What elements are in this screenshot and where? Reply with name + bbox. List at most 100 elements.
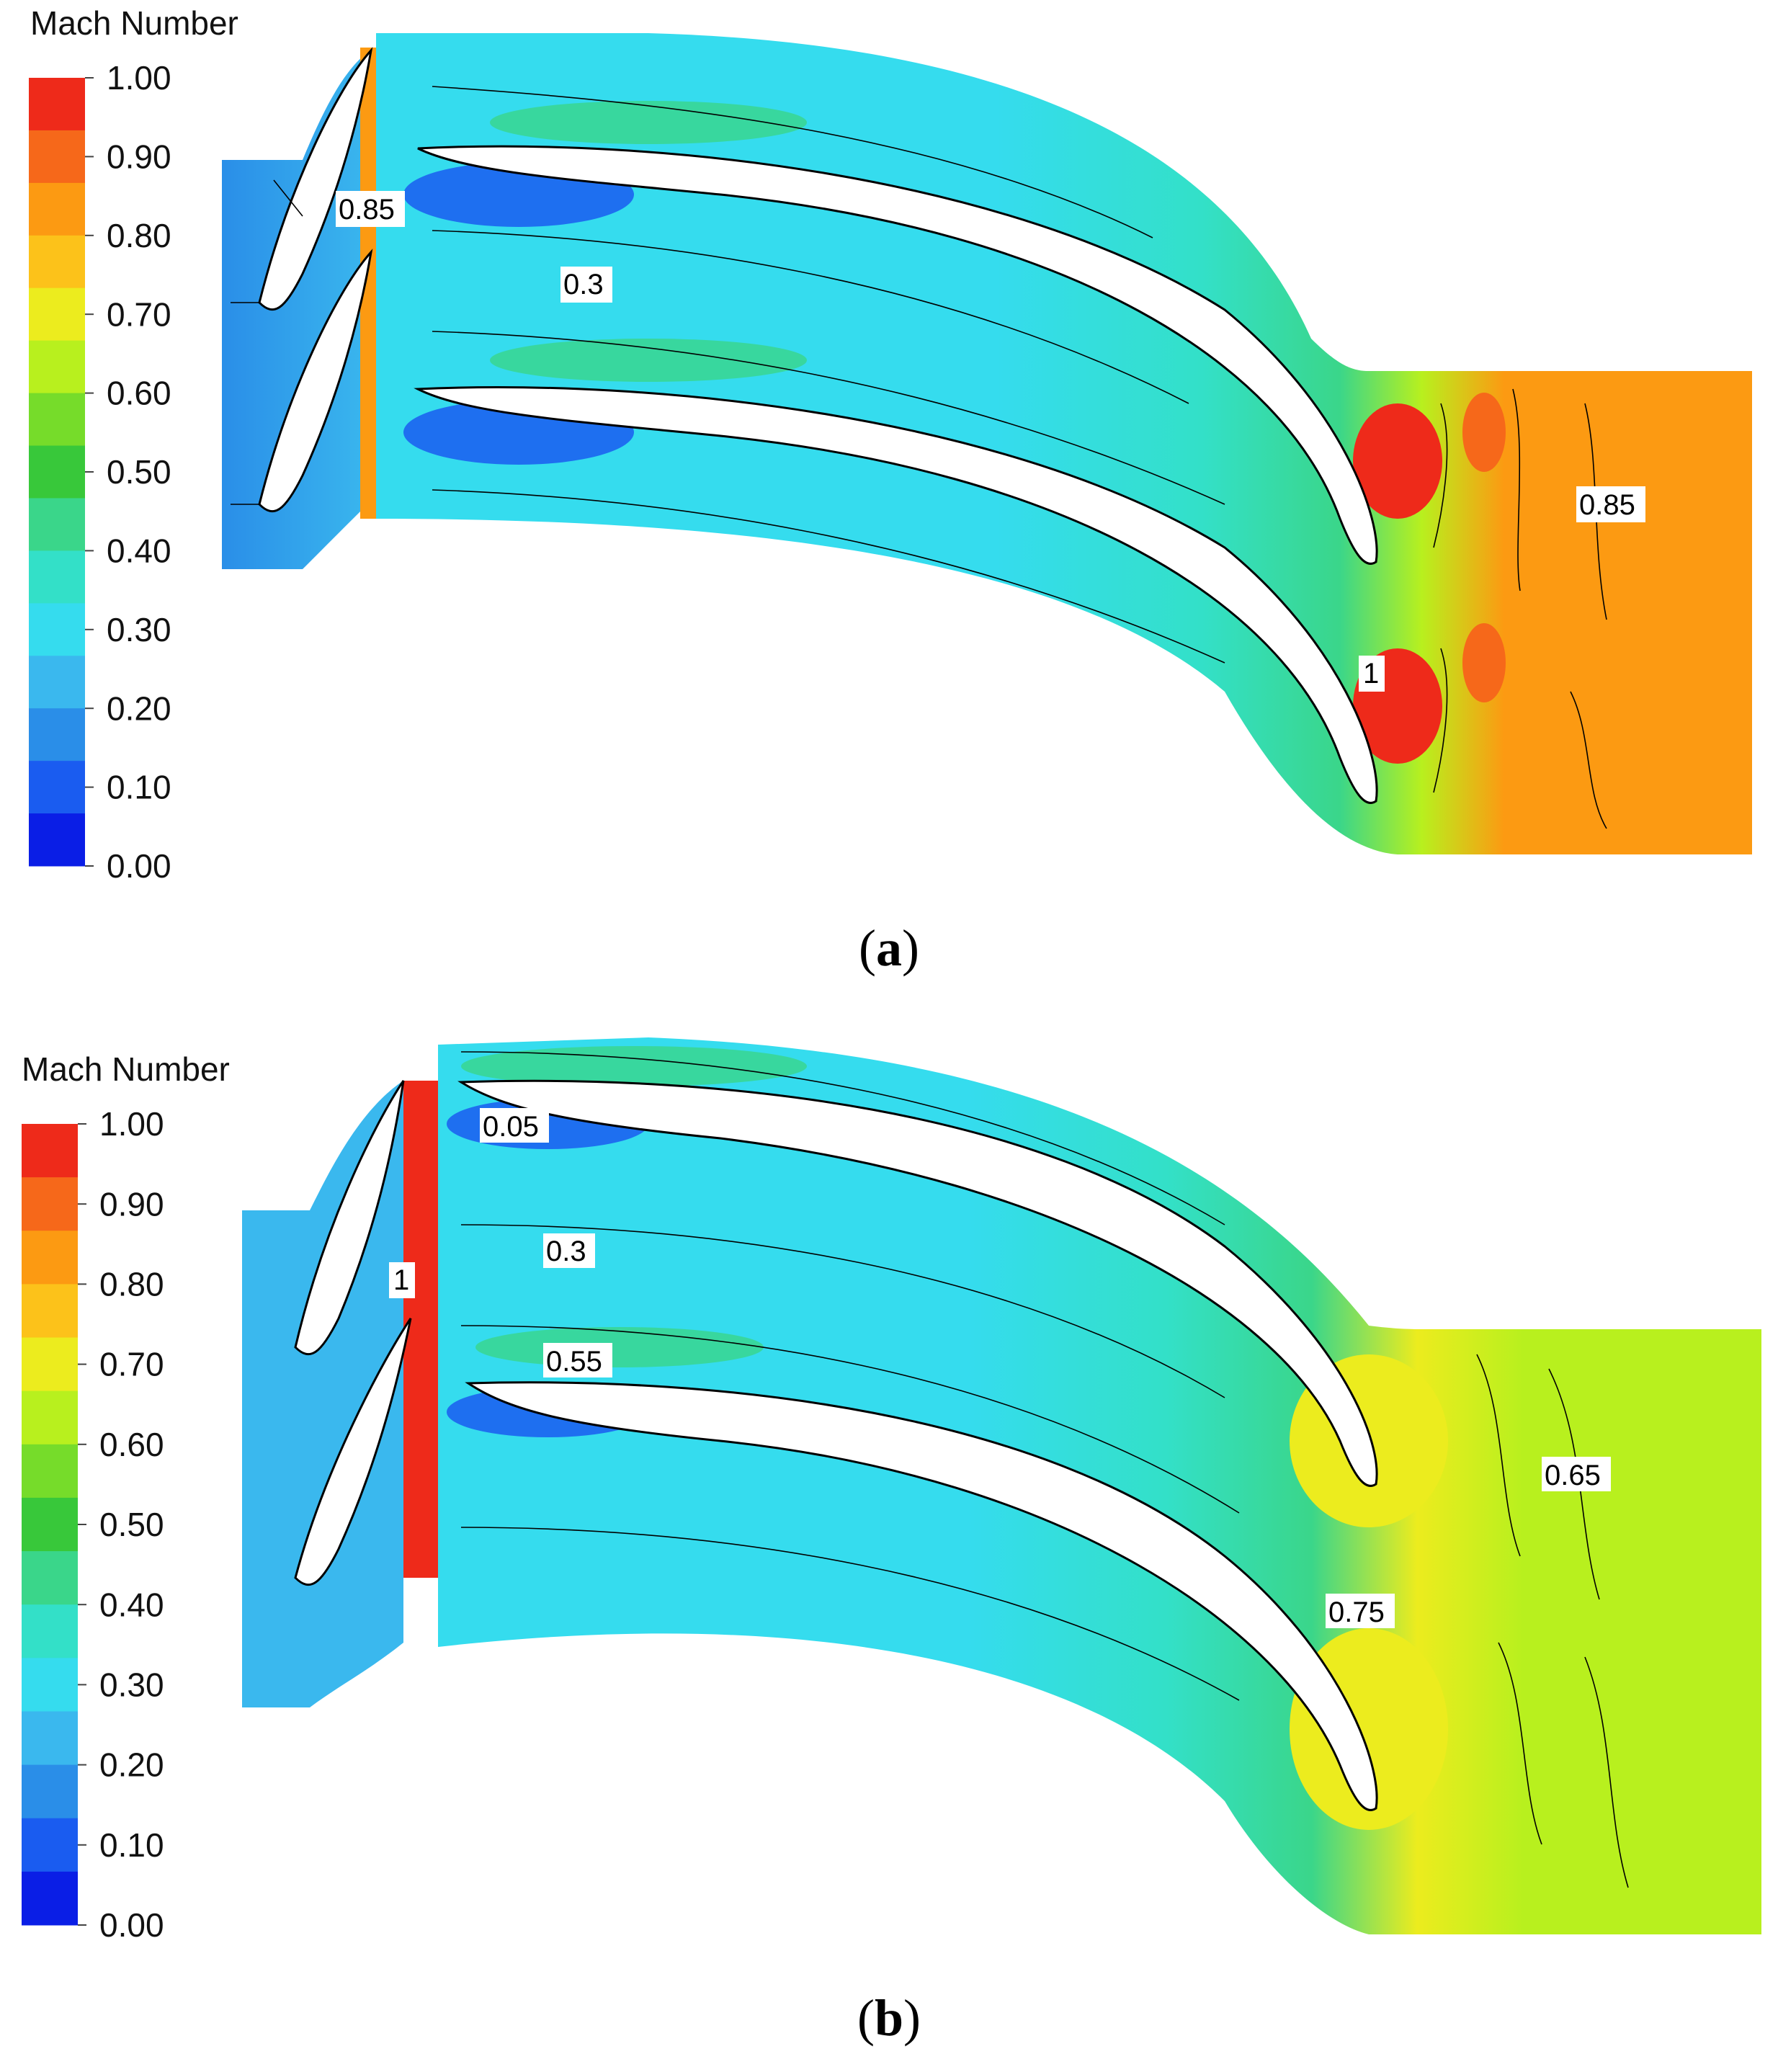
legend-color-swatch <box>29 761 85 814</box>
legend-tick-label: 0.60 <box>107 375 171 412</box>
legend-tick-label: 0.80 <box>99 1266 164 1303</box>
legend-tick-label: 1.00 <box>99 1105 164 1143</box>
legend-tick-label: 0.90 <box>107 138 171 176</box>
legend-tick-label: 0.10 <box>107 769 171 806</box>
orange-region <box>1462 393 1506 472</box>
legend-color-swatch <box>22 1284 78 1339</box>
legend-tick-label: 0.70 <box>107 295 171 333</box>
legend-color-swatch <box>22 1444 78 1499</box>
legend-tick-label: 0.40 <box>99 1586 164 1623</box>
svg-text:0.65: 0.65 <box>1545 1460 1601 1491</box>
legend-color-swatch <box>22 1764 78 1819</box>
legend-color-swatch <box>29 182 85 236</box>
legend-color-swatch <box>22 1604 78 1658</box>
legend-tick-label: 0.70 <box>99 1346 164 1383</box>
contour-lines <box>231 86 1607 829</box>
legend-color-swatch <box>22 1818 78 1872</box>
stator-blade <box>294 1080 405 1355</box>
legend-color-swatch <box>29 708 85 762</box>
svg-text:0.85: 0.85 <box>339 194 395 225</box>
legend-color-swatch <box>29 340 85 394</box>
svg-text:0.55: 0.55 <box>546 1346 602 1377</box>
legend-tick-label: 0.20 <box>99 1746 164 1784</box>
legend-tick-label: 0.30 <box>107 611 171 648</box>
legend-color-swatch <box>29 550 85 604</box>
panel-a: Mach Number 1.00 0.90 0.80 0.70 0.60 0.50 0.40… <box>0 0 1778 1009</box>
contour-label: 0.3 <box>560 267 612 303</box>
contour-label: 0.75 <box>1326 1594 1395 1628</box>
stator-blade <box>294 1318 412 1586</box>
legend-title: Mach Number <box>30 4 238 42</box>
caption-a: (a) <box>859 919 919 977</box>
contour-label: 0.55 <box>543 1343 612 1377</box>
legend-color-swatch <box>29 287 85 341</box>
rotor-blade <box>465 1381 1378 1811</box>
legend-tick-label: 0.80 <box>107 217 171 254</box>
high-mach-region <box>1353 403 1442 519</box>
contour-label: 1 <box>389 1262 415 1298</box>
legend-color-swatch <box>22 1124 78 1178</box>
green-region <box>490 101 807 144</box>
legend-color-swatch <box>22 1497 78 1552</box>
legend-color-swatch <box>29 445 85 499</box>
legend-color-swatch <box>22 1177 78 1231</box>
green-region <box>461 1046 807 1086</box>
legend-color-swatch <box>29 78 85 131</box>
contour-label: 0.85 <box>1576 486 1645 522</box>
svg-text:0.3: 0.3 <box>546 1236 586 1267</box>
legend-color-swatch <box>29 498 85 551</box>
legend-tick-label: 0.00 <box>107 847 171 885</box>
legend-color-swatch <box>22 1390 78 1445</box>
legend-tick-label: 0.20 <box>107 689 171 727</box>
rotor-blade <box>417 145 1378 565</box>
contour-label: 0.65 <box>1542 1457 1611 1491</box>
contour-label: 0.05 <box>480 1108 549 1143</box>
stator-blade <box>258 47 373 311</box>
blade-passage-region <box>376 33 1752 854</box>
legend-color-swatch <box>29 656 85 709</box>
legend-colorbar <box>29 78 85 867</box>
legend-color-swatch <box>22 1337 78 1392</box>
green-region <box>475 1327 764 1367</box>
legend-tick-label: 0.10 <box>99 1826 164 1864</box>
legend-tick-label: 0.30 <box>99 1666 164 1704</box>
legend-color-swatch <box>22 1551 78 1605</box>
legend-color-swatch <box>22 1871 78 1926</box>
legend-color-swatch <box>22 1231 78 1285</box>
legend-color-swatch <box>29 813 85 867</box>
legend-color-swatch <box>29 130 85 184</box>
svg-text:0.3: 0.3 <box>563 269 604 300</box>
contour-label: 1 <box>1359 656 1385 692</box>
legend-tick-label: 1.00 <box>107 59 171 97</box>
legend-color-swatch <box>29 603 85 656</box>
legend-color-swatch <box>29 235 85 289</box>
legend-tick-label: 0.50 <box>99 1506 164 1543</box>
rotor-blade <box>457 1079 1378 1487</box>
legend-tick-label: 0.00 <box>99 1906 164 1944</box>
svg-text:0.05: 0.05 <box>483 1111 539 1143</box>
caption-b: (b) <box>857 1989 921 2047</box>
legend-tick-label: 0.90 <box>99 1185 164 1223</box>
contour-plot-b: Mach Number 1.00 0.90 0.80 0.70 0.60 0.50 0.40… <box>22 1037 1761 1944</box>
legend-color-swatch <box>29 393 85 447</box>
legend-colorbar <box>22 1124 78 1926</box>
contour-plot-a: Mach Number 1.00 0.90 0.80 0.70 0.60 0.50 0.40… <box>29 4 1752 885</box>
svg-text:1: 1 <box>393 1264 409 1296</box>
svg-text:0.85: 0.85 <box>1579 489 1635 521</box>
legend-tick-label: 0.40 <box>107 532 171 570</box>
legend-tick-labels: 1.00 0.90 0.80 0.70 0.60 0.50 0.40 0.30 0.20 0.10… <box>85 59 171 885</box>
legend-color-swatch <box>22 1711 78 1766</box>
rotor-blade <box>414 386 1378 804</box>
contour-lines <box>460 1051 1629 1888</box>
svg-text:0.75: 0.75 <box>1328 1597 1385 1628</box>
legend-title: Mach Number <box>22 1050 230 1088</box>
legend-tick-label: 0.50 <box>107 453 171 491</box>
legend-tick-labels: 1.00 0.90 0.80 0.70 0.60 0.50 0.40 0.30 0.20 0.10… <box>78 1105 164 1944</box>
contour-label: 0.85 <box>336 191 405 227</box>
green-region <box>490 339 807 382</box>
nozzle-throat-region <box>403 1081 438 1578</box>
svg-text:1: 1 <box>1363 658 1379 689</box>
legend-color-swatch <box>22 1658 78 1712</box>
orange-region <box>1462 623 1506 702</box>
contour-label: 0.3 <box>543 1233 595 1268</box>
